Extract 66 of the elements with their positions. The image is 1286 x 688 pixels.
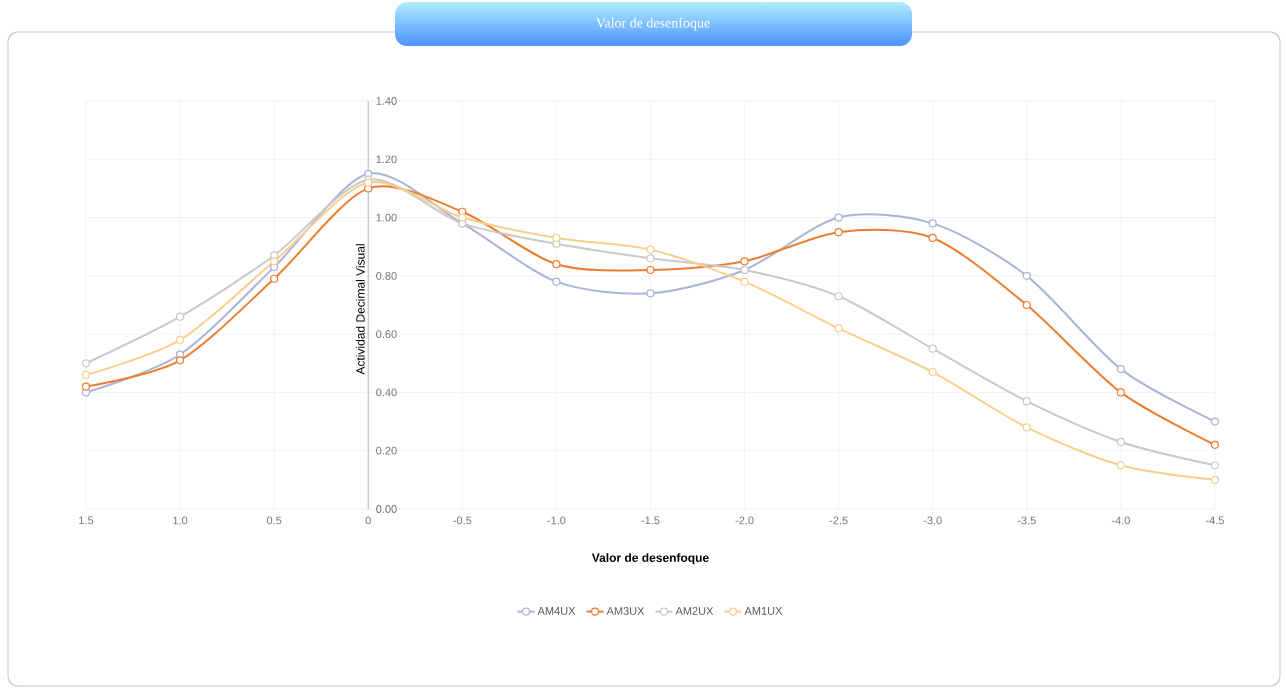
legend-label: AM4UX [537,607,576,615]
legend-label: AM2UX [675,607,714,615]
point [175,356,185,365]
y-tick-label: 0.20 [376,446,397,455]
y-axis-title: Actividad Decimal Visual [355,244,365,375]
point [646,289,655,298]
legend-label: AM1UX [744,607,783,615]
chart-title: Valor de desenfoque [596,17,710,31]
point [1116,437,1125,447]
point [834,213,843,222]
point [834,292,843,301]
x-tick-label: -2.5 [829,516,848,525]
point [1210,440,1220,449]
point [458,213,467,222]
x-tick-label: -4.0 [1111,516,1130,525]
point [1022,397,1031,406]
x-tick-label: 1.5 [79,516,94,525]
point [740,257,749,266]
x-tick-label: 1.0 [173,516,188,525]
point [1022,300,1031,310]
point [928,344,937,353]
point [646,265,655,275]
x-tick-label: -3.0 [923,516,942,525]
point [1116,388,1125,397]
x-tick-label: -1.0 [547,516,566,525]
point [1210,475,1220,484]
point [552,277,561,286]
point [834,228,843,237]
point [270,257,279,266]
x-tick-label: -3.5 [1017,516,1036,525]
y-tick-label: 0.00 [376,505,397,513]
point [552,260,561,269]
point [646,254,655,263]
legend-label: AM3UX [606,607,645,615]
point [1116,365,1125,374]
x-tick-label: -0.5 [453,516,472,525]
y-tick-label: 0.40 [376,388,397,397]
x-axis-title: Valor de desenfoque [591,553,709,565]
point [928,367,937,377]
point [1022,423,1031,432]
point [1116,461,1125,470]
point [928,219,937,228]
y-tick-label: 1.40 [376,97,397,105]
point [1210,417,1220,426]
y-tick-label: 0.60 [376,330,397,339]
point [740,277,749,286]
point [81,370,91,380]
point [1210,461,1220,470]
point [270,274,279,283]
y-tick-label: 1.20 [376,155,397,164]
point [81,382,91,391]
point [646,245,655,254]
x-tick-label: -1.5 [641,516,660,525]
y-tick-label: 0.80 [376,271,397,280]
point [81,359,91,368]
x-tick-label: 0 [365,516,371,525]
x-tick-label: -4.5 [1205,516,1224,525]
point [1022,271,1031,280]
point [175,335,185,345]
point [928,233,937,243]
point [552,233,561,243]
point [834,324,843,333]
x-tick-label: 0.5 [266,516,282,525]
point [175,312,185,321]
x-tick-label: -2.0 [735,516,754,525]
y-tick-label: 1.00 [376,213,397,222]
